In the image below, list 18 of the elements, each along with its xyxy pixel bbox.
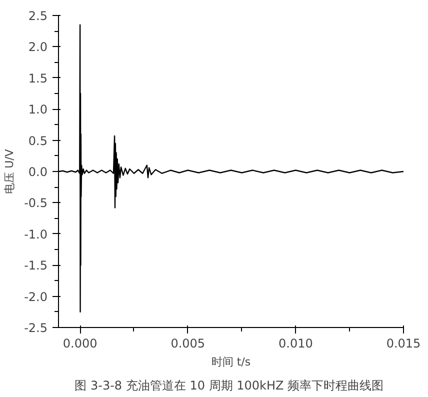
x-tick-label: 0.010: [278, 336, 313, 350]
y-tick-label: 2.0: [28, 40, 48, 54]
y-tick-label: 2.5: [28, 9, 48, 23]
x-axis-title: 时间 t/s: [211, 356, 251, 368]
y-tick-label: -2.5: [24, 321, 48, 335]
y-tick-label: 0.5: [28, 134, 48, 148]
y-tick-label: -1.5: [24, 258, 48, 273]
y-tick-label: 0.0: [28, 165, 48, 179]
y-tick-label: -1.0: [24, 227, 48, 242]
x-tick-label: 0.005: [170, 336, 206, 350]
y-tick-label: 1.5: [28, 71, 48, 86]
y-axis-title: 电压 U/V: [3, 148, 16, 194]
y-tick-label: -0.5: [24, 196, 48, 210]
x-tick-label: 0.015: [386, 336, 421, 350]
y-tick-label: -2.0: [24, 290, 48, 304]
x-tick-label: 0.000: [62, 336, 98, 350]
y-tick-label: 1.0: [28, 102, 48, 117]
caption: 图 3-3-8 充油管道在 10 周期 100kHZ 频率下时程曲线图: [74, 378, 384, 392]
